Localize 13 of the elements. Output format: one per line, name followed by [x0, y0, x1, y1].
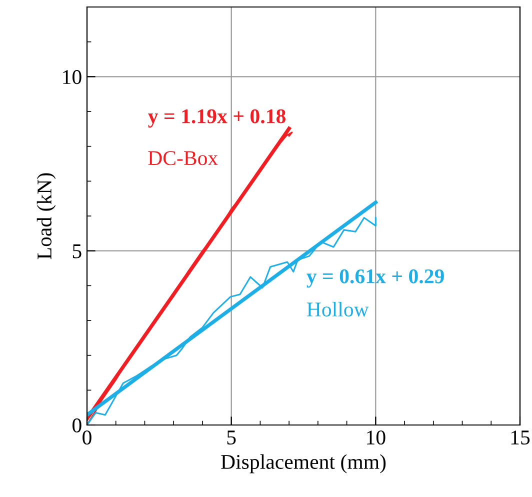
y-axis-title: Load (kN) [36, 173, 56, 260]
series-label: Hollow [306, 302, 369, 316]
series-label: DC-Box [148, 151, 218, 166]
x-tick-label: 5 [227, 430, 236, 445]
series-label: y = 1.19x + 0.18 [148, 109, 286, 128]
y-tick-label: 10 [63, 70, 82, 84]
x-tick-label: 15 [511, 430, 530, 445]
series-label: y = 0.61x + 0.29 [306, 269, 444, 288]
y-tick-label: 5 [72, 244, 82, 258]
x-tick-label: 10 [367, 430, 386, 445]
x-tick-label: 0 [82, 430, 92, 445]
x-axis-title: Displacement (mm) [221, 454, 386, 474]
y-tick-label: 0 [72, 418, 82, 432]
